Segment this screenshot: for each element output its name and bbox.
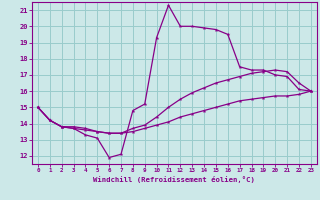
X-axis label: Windchill (Refroidissement éolien,°C): Windchill (Refroidissement éolien,°C) xyxy=(93,176,255,183)
